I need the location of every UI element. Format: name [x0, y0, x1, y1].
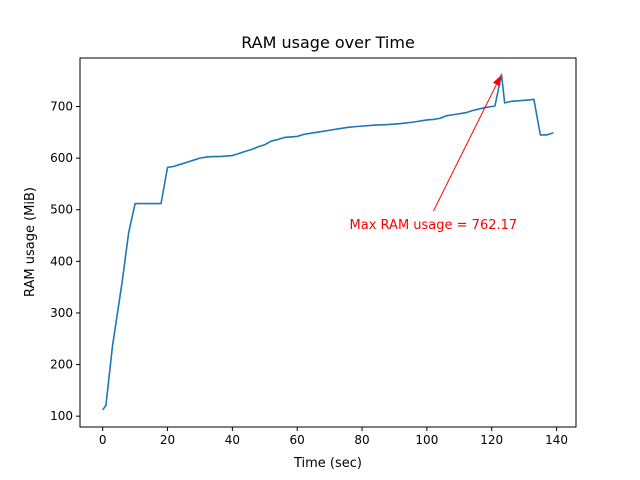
- x-tick-label: 120: [480, 433, 503, 447]
- y-tick-label: 100: [50, 409, 73, 423]
- annotation-label: Max RAM usage = 762.17: [350, 218, 518, 233]
- x-tick-label: 40: [225, 433, 240, 447]
- x-tick-label: 80: [354, 433, 369, 447]
- annotation-layer: Max RAM usage = 762.17: [350, 75, 518, 233]
- y-axis-ticks: 100 200 300 400 500 600 700: [50, 100, 80, 423]
- x-tick-label: 20: [160, 433, 175, 447]
- x-axis-ticks: 0 20 40 60 80 100 120 140: [99, 427, 568, 447]
- x-axis-label: Time (sec): [293, 456, 362, 471]
- chart-title: RAM usage over Time: [241, 33, 415, 52]
- y-tick-label: 700: [50, 100, 73, 114]
- y-tick-label: 200: [50, 358, 73, 372]
- y-axis-label: RAM usage (MiB): [23, 187, 38, 297]
- y-tick-label: 300: [50, 306, 73, 320]
- x-tick-label: 0: [99, 433, 107, 447]
- y-tick-label: 600: [50, 151, 73, 165]
- x-tick-label: 100: [415, 433, 438, 447]
- annotation-arrow: [432, 75, 501, 212]
- axes-frame: [79, 57, 577, 428]
- x-tick-label: 140: [545, 433, 568, 447]
- y-tick-label: 400: [50, 254, 73, 268]
- series-layer: [102, 73, 554, 411]
- ram-usage-line: [102, 73, 554, 411]
- y-tick-label: 500: [50, 203, 73, 217]
- x-tick-label: 60: [290, 433, 305, 447]
